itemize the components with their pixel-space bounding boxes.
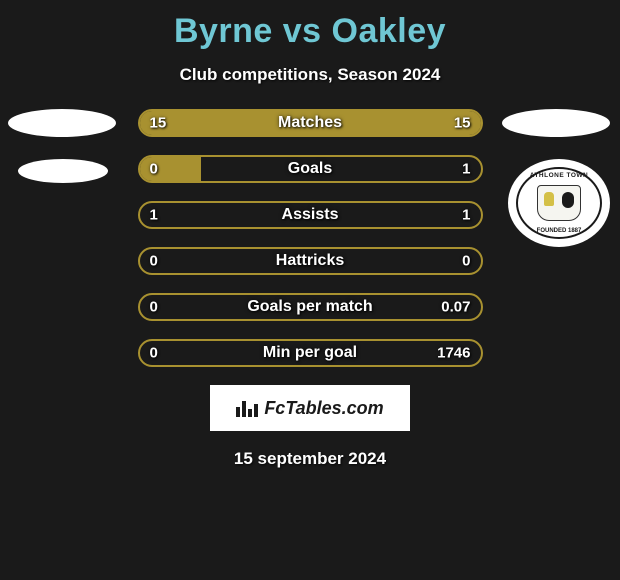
ellipse-icon xyxy=(502,109,610,137)
stat-row: 0 1 Goals xyxy=(138,155,483,183)
stat-value-right: 0.07 xyxy=(441,299,470,316)
stat-value-left: 0 xyxy=(150,299,158,316)
stat-value-left: 0 xyxy=(150,253,158,270)
ellipse-icon xyxy=(18,159,108,183)
stat-label: Hattricks xyxy=(276,252,344,270)
comparison-chart: ATHLONE TOWN FOUNDED 1887 15 15 Matches 0 1 G… xyxy=(0,109,620,367)
stat-value-left: 1 xyxy=(150,207,158,224)
stat-value-left: 0 xyxy=(150,161,158,178)
stat-value-right: 0 xyxy=(462,253,470,270)
stat-row: 15 15 Matches xyxy=(138,109,483,137)
crest-bottom-text: FOUNDED 1887 xyxy=(537,228,582,234)
bar-chart-icon xyxy=(236,399,258,417)
stat-label: Min per goal xyxy=(263,344,357,362)
watermark: FcTables.com xyxy=(210,385,410,431)
subtitle: Club competitions, Season 2024 xyxy=(0,65,620,85)
club-left-badge xyxy=(8,109,116,183)
stat-row: 0 0.07 Goals per match xyxy=(138,293,483,321)
club-crest: ATHLONE TOWN FOUNDED 1887 xyxy=(508,159,610,247)
stat-value-left: 0 xyxy=(150,345,158,362)
stat-row: 1 1 Assists xyxy=(138,201,483,229)
crest-top-text: ATHLONE TOWN xyxy=(530,172,588,179)
ellipse-icon xyxy=(8,109,116,137)
stat-row: 0 0 Hattricks xyxy=(138,247,483,275)
stat-label: Goals xyxy=(288,160,332,178)
stat-label: Goals per match xyxy=(247,298,372,316)
club-right-badge xyxy=(502,109,610,137)
stat-value-right: 1746 xyxy=(437,345,470,362)
stat-bars: 1515Matches01Goals11Assists00Hattricks00… xyxy=(138,109,483,367)
stat-row: 0 1746 Min per goal xyxy=(138,339,483,367)
watermark-text: FcTables.com xyxy=(264,398,383,419)
stat-label: Matches xyxy=(278,114,342,132)
stat-label: Assists xyxy=(282,206,339,224)
stat-value-left: 15 xyxy=(150,115,167,132)
date-label: 15 september 2024 xyxy=(0,449,620,469)
stat-value-right: 1 xyxy=(462,207,470,224)
shield-icon xyxy=(537,185,581,221)
stat-value-right: 15 xyxy=(454,115,471,132)
page-title: Byrne vs Oakley xyxy=(0,0,620,51)
stat-value-right: 1 xyxy=(462,161,470,178)
